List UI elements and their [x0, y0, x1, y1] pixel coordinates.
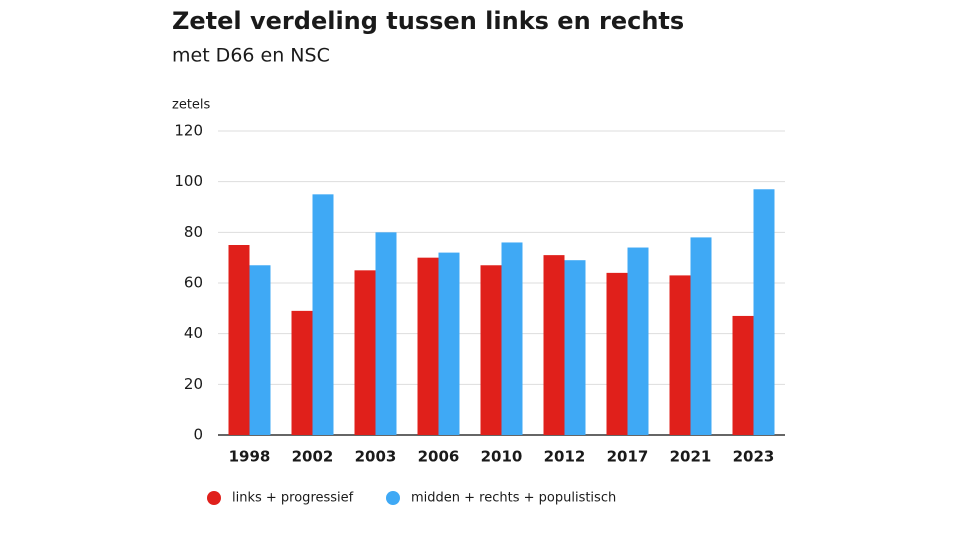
bar — [753, 189, 775, 435]
bar — [606, 272, 628, 435]
legend-label: midden + rechts + populistisch — [411, 491, 616, 506]
bar — [690, 237, 712, 435]
y-tick-label: 100 — [174, 172, 203, 190]
bar — [249, 265, 271, 435]
y-tick-label: 0 — [193, 426, 203, 444]
bar — [228, 245, 250, 435]
x-tick-label: 2002 — [292, 448, 334, 466]
x-tick-label: 2023 — [733, 448, 775, 466]
x-tick-label: 2006 — [418, 448, 460, 466]
x-tick-label: 2003 — [355, 448, 397, 466]
bar — [480, 265, 502, 435]
x-tick-label: 1998 — [229, 448, 271, 466]
bar — [291, 310, 313, 435]
bar — [543, 255, 565, 435]
bar — [312, 194, 334, 435]
bar — [627, 247, 649, 435]
chart-title: Zetel verdeling tussen links en rechts — [172, 7, 684, 35]
y-tick-label: 120 — [174, 122, 203, 140]
bar — [501, 242, 523, 435]
bar — [438, 252, 460, 435]
legend-marker — [207, 491, 221, 505]
bar — [417, 257, 439, 435]
y-tick-label: 80 — [184, 223, 203, 241]
y-tick-label: 20 — [184, 375, 203, 393]
x-tick-label: 2010 — [481, 448, 523, 466]
legend-marker — [386, 491, 400, 505]
bar — [669, 275, 691, 435]
legend-label: links + progressief — [232, 491, 354, 506]
y-tick-label: 60 — [184, 274, 203, 292]
chart-subtitle: met D66 en NSC — [172, 45, 330, 67]
y-axis-label: zetels — [172, 98, 211, 113]
bar — [375, 232, 397, 435]
x-tick-label: 2021 — [670, 448, 712, 466]
y-tick-label: 40 — [184, 324, 203, 342]
x-tick-label: 2012 — [544, 448, 586, 466]
bar — [354, 270, 376, 435]
bar — [732, 315, 754, 435]
bar — [564, 260, 586, 435]
x-tick-label: 2017 — [607, 448, 649, 466]
